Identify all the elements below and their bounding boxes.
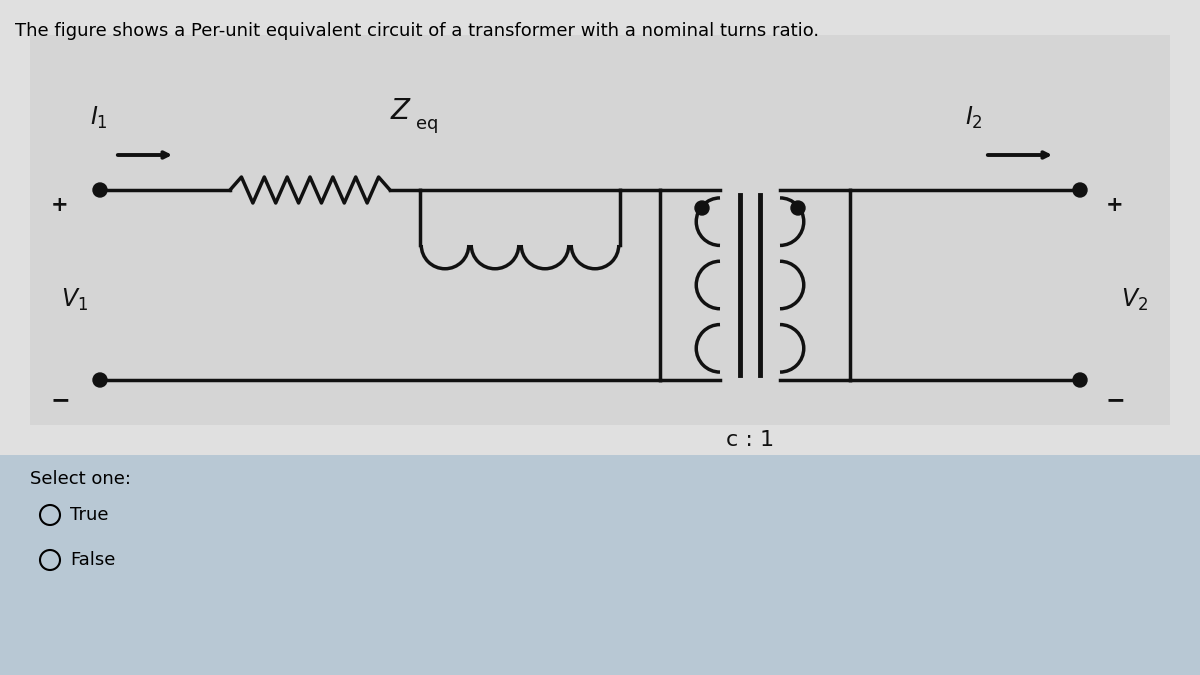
FancyBboxPatch shape <box>30 35 1170 425</box>
Text: +: + <box>1106 195 1124 215</box>
Circle shape <box>695 201 709 215</box>
Text: c : 1: c : 1 <box>726 430 774 450</box>
Text: True: True <box>70 506 108 524</box>
Text: $\mathit{V}_2$: $\mathit{V}_2$ <box>1122 287 1148 313</box>
Text: −: − <box>1105 388 1124 412</box>
Circle shape <box>94 373 107 387</box>
Text: −: − <box>50 388 70 412</box>
Text: False: False <box>70 551 115 569</box>
Text: The figure shows a Per-unit equivalent circuit of a transformer with a nominal t: The figure shows a Per-unit equivalent c… <box>14 22 820 40</box>
Circle shape <box>1073 373 1087 387</box>
Text: Select one:: Select one: <box>30 470 131 488</box>
Circle shape <box>1073 183 1087 197</box>
Text: $\mathit{I}_1$: $\mathit{I}_1$ <box>90 105 108 131</box>
Text: $\mathrm{eq}$: $\mathrm{eq}$ <box>415 117 438 135</box>
Text: $\mathit{I}_2$: $\mathit{I}_2$ <box>965 105 983 131</box>
Text: +: + <box>52 195 68 215</box>
Circle shape <box>94 183 107 197</box>
Circle shape <box>791 201 805 215</box>
Text: $\mathit{Z}$: $\mathit{Z}$ <box>390 97 412 125</box>
Text: $\mathit{V}_1$: $\mathit{V}_1$ <box>61 287 89 313</box>
FancyBboxPatch shape <box>0 455 1200 675</box>
